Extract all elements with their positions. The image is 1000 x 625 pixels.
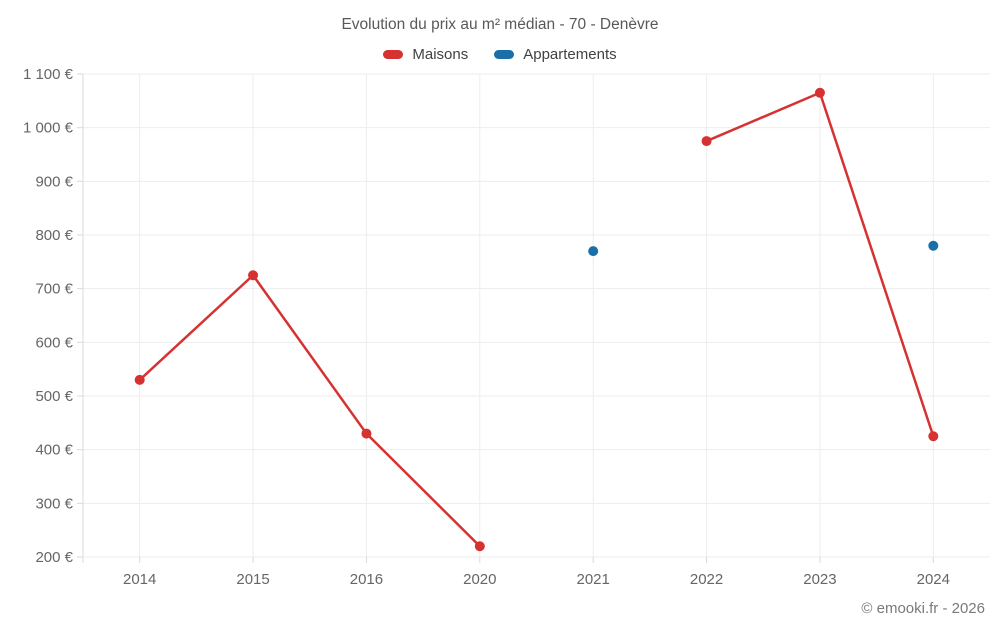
y-tick-label: 600 €	[35, 334, 73, 351]
y-tick-label: 400 €	[35, 442, 73, 459]
x-tick-label: 2016	[350, 571, 383, 588]
copyright-text: © emooki.fr - 2026	[861, 600, 985, 617]
y-tick-label: 900 €	[35, 173, 73, 190]
chart-title: Evolution du prix au m² médian - 70 - De…	[341, 16, 659, 33]
y-tick-label: 700 €	[35, 281, 73, 298]
y-tick-label: 1 100 €	[23, 66, 74, 83]
y-tick-label: 300 €	[35, 495, 73, 512]
x-tick-label: 2021	[577, 571, 610, 588]
x-tick-label: 2022	[690, 571, 723, 588]
y-tick-label: 500 €	[35, 388, 73, 405]
maisons-color-swatch	[383, 50, 404, 59]
appartements-color-swatch	[494, 50, 515, 59]
x-tick-label: 2024	[917, 571, 950, 588]
legend-label-maisons: Maisons	[412, 46, 469, 63]
legend-item-appartements: Appartements	[494, 46, 617, 63]
data-point-appartements	[928, 240, 939, 251]
y-tick-label: 200 €	[35, 549, 73, 566]
data-point-maisons	[361, 428, 372, 439]
data-point-appartements	[588, 246, 599, 257]
x-tick-label: 2020	[463, 571, 496, 588]
data-point-maisons	[248, 270, 259, 281]
legend-label-appartements: Appartements	[523, 46, 617, 63]
chart-legend: Maisons Appartements	[0, 46, 1000, 63]
data-point-maisons	[814, 87, 825, 98]
data-point-maisons	[474, 541, 485, 552]
y-tick-label: 1 000 €	[23, 120, 74, 137]
line-maisons	[138, 274, 482, 548]
x-tick-label: 2023	[803, 571, 836, 588]
y-tick-label: 800 €	[35, 227, 73, 244]
data-point-maisons	[701, 136, 712, 147]
legend-item-maisons: Maisons	[383, 46, 468, 63]
data-point-maisons	[134, 374, 145, 385]
data-point-maisons	[928, 431, 939, 442]
x-tick-label: 2015	[236, 571, 269, 588]
x-tick-label: 2014	[123, 571, 156, 588]
